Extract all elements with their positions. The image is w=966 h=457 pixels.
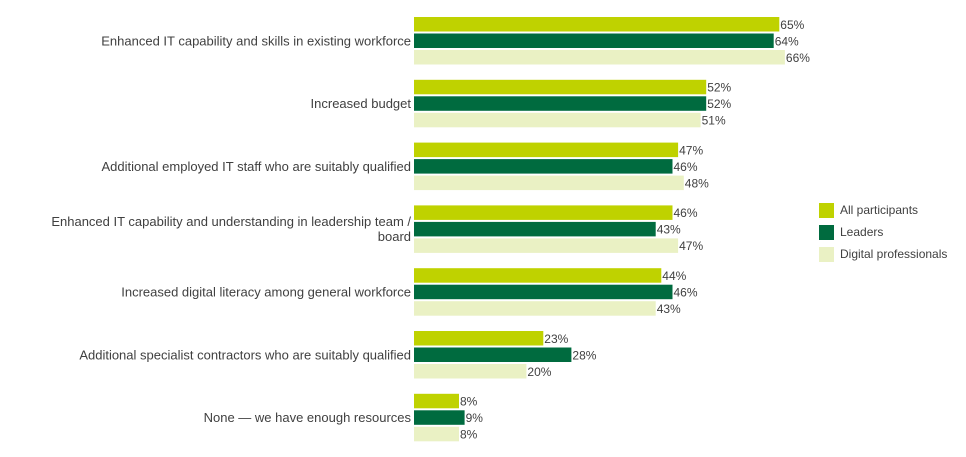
bar-1-leaders — [414, 33, 774, 48]
value-label: 52% — [707, 81, 731, 95]
bar-2-all-participants — [414, 79, 707, 95]
bar-7-digital-professionals — [414, 426, 459, 442]
value-label: 46% — [674, 160, 698, 174]
bar-1-all-participants — [414, 17, 780, 32]
value-labels: 65% 64% 66% 52% 52% 51% 47% 46% 48% 46% 43% 47% 44% 4… — [460, 18, 810, 442]
bar-4-leaders — [414, 221, 656, 237]
value-label: 52% — [707, 97, 731, 111]
legend-label: All participants — [840, 203, 919, 217]
category-label-line: Increased digital literacy among general… — [121, 284, 411, 299]
category-label-line: None — we have enough resources — [204, 410, 412, 425]
bar-2-digital-professionals — [414, 112, 701, 128]
bar-5-all-participants — [414, 268, 662, 283]
category-label-line: Additional specialist contractors who ar… — [79, 347, 411, 362]
category-label: Increased digital literacy among general… — [121, 284, 411, 299]
bar-5-digital-professionals — [414, 301, 656, 316]
bar-4-digital-professionals — [414, 238, 679, 253]
legend-swatch — [819, 246, 834, 262]
value-label: 43% — [657, 302, 681, 316]
category-label-line: Additional employed IT staff who are sui… — [101, 159, 411, 174]
value-label: 9% — [466, 411, 484, 425]
value-label: 47% — [679, 239, 703, 253]
bar-6-leaders — [414, 347, 572, 362]
value-label: 51% — [702, 114, 726, 128]
value-label: 48% — [685, 176, 709, 190]
value-label: 43% — [657, 223, 681, 237]
bar-4-all-participants — [414, 205, 673, 220]
legend-label: Digital professionals — [840, 247, 948, 261]
value-label: 47% — [679, 143, 703, 157]
category-label: Enhanced IT capability and skills in exi… — [101, 33, 411, 48]
value-label: 23% — [544, 332, 568, 346]
bar-3-all-participants — [414, 142, 679, 158]
value-label: 65% — [780, 18, 804, 32]
bars-group — [414, 17, 785, 442]
bar-3-digital-professionals — [414, 175, 684, 191]
bar-3-leaders — [414, 159, 673, 174]
legend-swatch — [819, 202, 834, 218]
legend-swatch — [819, 224, 834, 240]
category-label-line: Enhanced IT capability and understanding… — [51, 214, 411, 229]
category-label: Additional employed IT staff who are sui… — [101, 159, 411, 174]
bar-6-all-participants — [414, 331, 544, 346]
value-label: 28% — [572, 348, 596, 362]
category-label-line: board — [378, 229, 411, 244]
legend: All participants Leaders Digital professio… — [819, 199, 947, 265]
category-label-line: Enhanced IT capability and skills in exi… — [101, 33, 411, 48]
bar-2-leaders — [414, 96, 707, 111]
value-label: 44% — [662, 269, 686, 283]
value-label: 8% — [460, 395, 478, 409]
value-label: 46% — [674, 285, 698, 299]
value-label: 66% — [786, 51, 810, 65]
category-label: Increased budget — [311, 96, 412, 111]
bar-5-leaders — [414, 284, 673, 300]
value-label: 64% — [775, 34, 799, 48]
value-label: 8% — [460, 428, 478, 442]
category-label: None — we have enough resources — [204, 410, 412, 425]
legend-item-leaders: Leaders — [819, 221, 947, 243]
bar-6-digital-professionals — [414, 364, 527, 379]
bar-7-leaders — [414, 410, 465, 425]
category-labels: Enhanced IT capability and skills in exi… — [51, 33, 411, 425]
value-label: 20% — [527, 365, 551, 379]
bar-7-all-participants — [414, 393, 459, 409]
category-label: Enhanced IT capability and understanding… — [51, 214, 411, 244]
category-label: Additional specialist contractors who ar… — [79, 347, 411, 362]
legend-item-all-participants: All participants — [819, 199, 947, 221]
bar-1-digital-professionals — [414, 50, 785, 65]
legend-item-digital-professionals: Digital professionals — [819, 243, 947, 265]
category-label-line: Increased budget — [311, 96, 412, 111]
legend-label: Leaders — [840, 225, 884, 239]
value-label: 46% — [674, 206, 698, 220]
